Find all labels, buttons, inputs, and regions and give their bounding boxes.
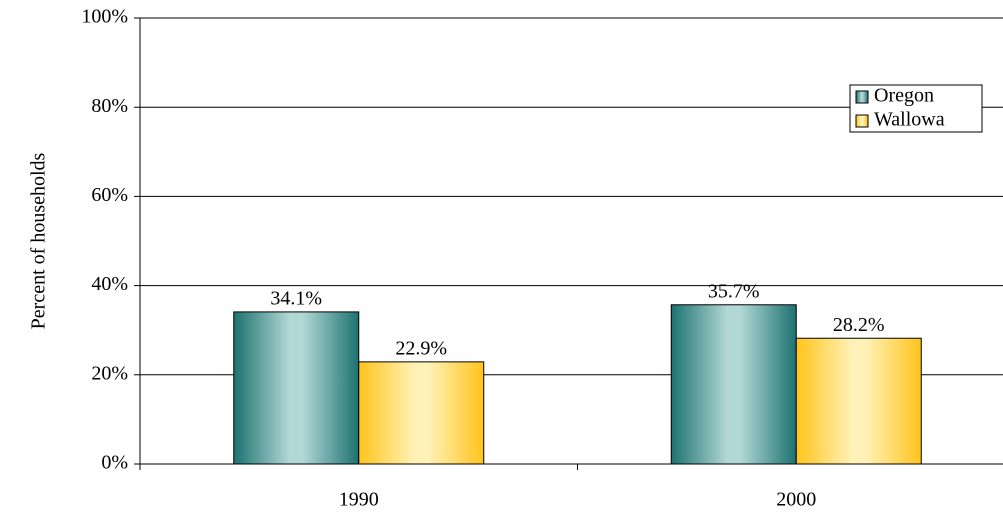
data-label: 28.2% — [833, 314, 885, 336]
data-label: 35.7% — [708, 280, 760, 302]
y-tick-label: 80% — [91, 95, 128, 117]
y-tick-label: 100% — [81, 6, 128, 28]
y-tick-label: 60% — [91, 184, 128, 206]
bar — [358, 361, 485, 465]
y-tick-label: 20% — [91, 362, 128, 384]
x-tick-label: 1990 — [339, 489, 379, 511]
y-axis-label: Percent of households — [28, 152, 50, 329]
data-label: 34.1% — [270, 288, 322, 310]
legend-swatch — [855, 90, 869, 104]
legend-box — [849, 84, 983, 133]
legend-label: Oregon — [874, 85, 934, 107]
bar — [233, 311, 360, 465]
data-label: 22.9% — [395, 337, 447, 359]
bar — [795, 337, 922, 465]
y-tick-label: 0% — [101, 452, 128, 474]
legend-swatch — [855, 114, 869, 128]
bar — [670, 304, 797, 465]
x-tick-label: 2000 — [776, 489, 816, 511]
legend-label: Wallowa — [874, 109, 945, 131]
y-tick-label: 40% — [91, 273, 128, 295]
